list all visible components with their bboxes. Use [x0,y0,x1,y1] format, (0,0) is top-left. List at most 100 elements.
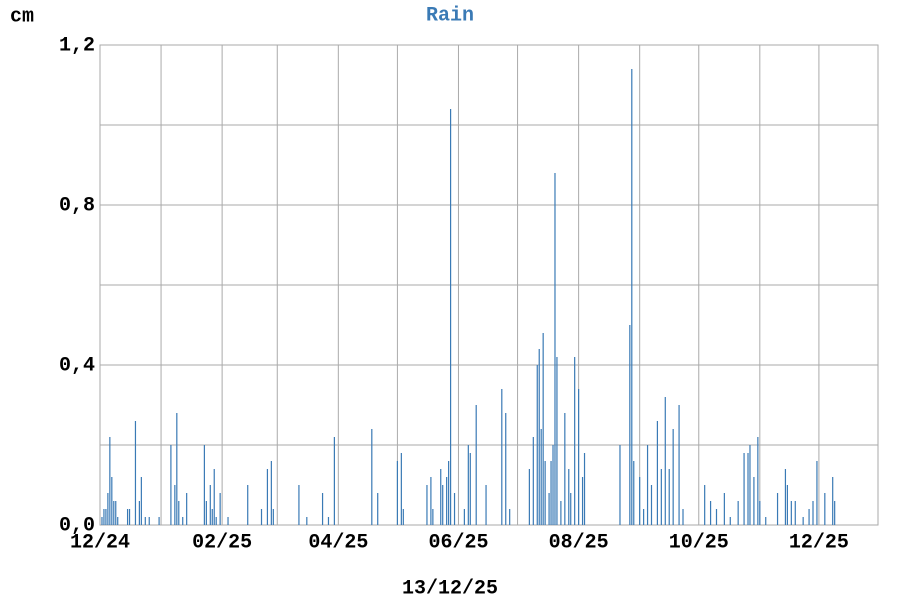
y-axis-label: cm [10,5,34,28]
bar [568,469,570,525]
x-tick-label: 12/24 [70,531,130,554]
bar [101,517,103,525]
bar [469,453,471,525]
x-axis-label: 13/12/25 [402,577,498,600]
y-tick-label: 0,4 [59,354,95,377]
bar [570,493,572,525]
bar [144,517,146,525]
bar [111,477,113,525]
bar [532,437,534,525]
bar [643,509,645,525]
x-tick-label: 04/25 [308,531,368,554]
bar [371,429,373,525]
bar [453,493,456,525]
bar [209,485,211,525]
bar [560,501,562,525]
bar [432,509,434,525]
bar [321,493,324,525]
bar [475,405,477,525]
bar [105,509,107,525]
bar [203,445,205,525]
bar [794,501,796,525]
bar [629,325,631,525]
bar [619,445,621,525]
y-tick-label: 1,2 [59,34,95,57]
x-tick-label: 12/25 [789,531,849,554]
x-tick-label: 10/25 [669,531,729,554]
bar [463,509,465,525]
bar [668,469,670,525]
bar [306,517,308,525]
bar [396,461,399,525]
bar [176,413,178,525]
bar [802,517,804,525]
bar [400,453,402,525]
bar [402,509,404,525]
bar [656,421,659,525]
bar [776,493,779,525]
bar [115,501,117,525]
bar [672,429,674,525]
bar [704,485,706,525]
bar [564,413,566,525]
bar [650,485,653,525]
bar [784,469,787,525]
bar [737,501,739,525]
bar [633,461,635,525]
bar [260,509,263,525]
bar [646,445,649,525]
bar [743,453,745,525]
bar [449,109,452,525]
bar [134,421,137,525]
bar [442,485,444,525]
bar [126,509,129,525]
bar [270,461,272,525]
bar [298,485,300,525]
bar [213,469,215,525]
bar [440,469,442,525]
bar [678,405,680,525]
y-tick-label: 0,0 [59,514,95,537]
x-tick-label: 08/25 [549,531,609,554]
bar [467,445,469,525]
bar [215,517,217,525]
bar [158,517,160,525]
bar [178,501,180,525]
bar [747,453,749,525]
bar [219,493,221,525]
bar [832,477,834,525]
bar [107,493,109,525]
bar [247,485,249,525]
chart-title: Rain [426,4,474,27]
bar [430,477,432,525]
bar [377,493,379,525]
bar [186,493,188,525]
bar [485,485,487,525]
bar [505,413,507,525]
bar [333,437,335,525]
bar [682,509,684,525]
x-tick-label: 06/25 [428,531,488,554]
bar [211,509,213,525]
bar [227,517,229,525]
bar [824,493,826,525]
bar [729,517,731,525]
bar [426,485,428,525]
bar [765,517,767,525]
bar [448,461,450,525]
bar [715,509,718,525]
bar [550,461,552,525]
bar [552,445,554,525]
bar [556,357,558,525]
bar [113,501,115,525]
bar [709,501,712,525]
bar [542,333,544,525]
bar [174,485,176,525]
bar [639,477,641,525]
bar [272,509,274,525]
bar [583,453,586,525]
bar [148,517,150,525]
bar [140,477,142,525]
bar [631,69,633,525]
